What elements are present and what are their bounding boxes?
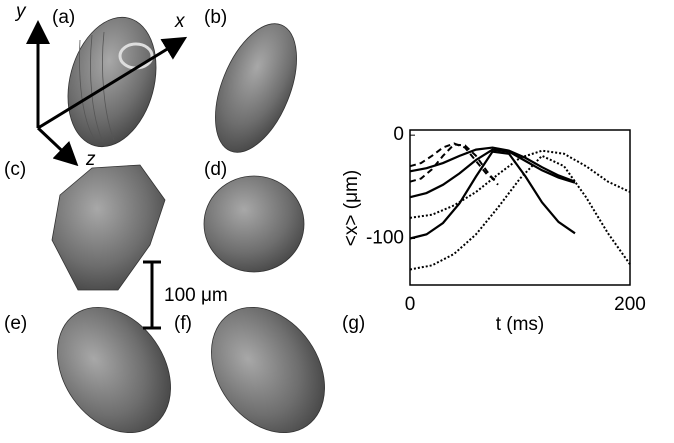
panel-label: (e): [4, 313, 27, 334]
data-line: [409, 146, 576, 183]
panel-label: (a): [52, 7, 75, 28]
scale-bar: [143, 260, 161, 330]
axis-label: x: [174, 11, 186, 32]
cell-f: [211, 306, 325, 434]
cell-e: [57, 306, 171, 434]
cell-renders: [51, 16, 325, 434]
y-tick-label: -100: [366, 228, 404, 249]
axis-label: y: [14, 1, 27, 22]
cell-b: [215, 23, 297, 153]
cell-c: [51, 164, 166, 291]
x-axis-label: t (ms): [496, 314, 545, 335]
panel-label: (b): [204, 7, 227, 28]
y-axis-label: <x> (μm): [341, 170, 362, 246]
x-arrow: [37, 36, 188, 130]
data-line: [409, 148, 576, 199]
x-tick-label: 200: [614, 294, 646, 315]
z-arrow: [36, 126, 79, 167]
plot-frame: [409, 129, 631, 286]
panel-label: (g): [342, 313, 365, 334]
data-line: [409, 150, 576, 240]
axes-triad: [26, 20, 188, 167]
scale-label: 100 μm: [164, 285, 228, 306]
panel-label: (c): [4, 159, 26, 180]
axis-label: z: [85, 149, 96, 170]
panel-label: (d): [204, 159, 227, 180]
panel-label: (f): [174, 313, 192, 334]
cell-d: [203, 175, 305, 273]
chart: t (ms) <x> (μm) 0 -100 0 200: [341, 124, 646, 335]
data-line: [409, 142, 499, 183]
data-line: [409, 154, 631, 271]
y-tick-label: 0: [393, 124, 404, 145]
x-tick-label: 0: [405, 294, 416, 315]
